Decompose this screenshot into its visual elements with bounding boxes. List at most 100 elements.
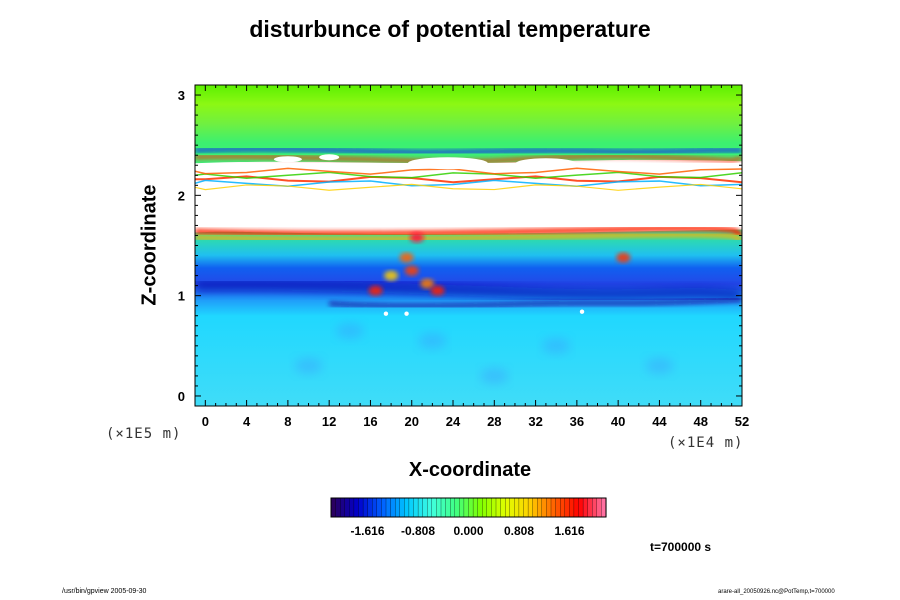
saturated-blob <box>515 158 576 169</box>
plume-blob <box>430 285 445 296</box>
lower-orange-edge <box>195 232 742 241</box>
blue-layer <box>195 280 742 301</box>
colorbar-cell <box>408 497 415 518</box>
y-tick-label: 3 <box>178 88 185 103</box>
saturated-spot <box>579 309 585 314</box>
y-tick-label: 0 <box>178 389 185 404</box>
colorbar-cell <box>376 497 382 518</box>
x-tick-label: 24 <box>446 414 461 429</box>
colorbar-cell <box>532 497 538 518</box>
x-tick-label: 0 <box>202 414 209 429</box>
colorbar-cell <box>477 497 483 518</box>
eddy <box>645 357 674 374</box>
colorbar-cell <box>459 497 465 518</box>
colorbar-cell <box>550 497 557 518</box>
plume-blob <box>368 285 383 296</box>
x-tick-label: 8 <box>284 414 291 429</box>
colorbar-cell <box>422 497 428 518</box>
y-axis-unit: (×1E5 m) <box>106 426 182 442</box>
colorbar-cell <box>596 497 602 518</box>
colorbar-cell <box>541 497 547 518</box>
plume-blob <box>616 252 631 263</box>
colorbar-cell <box>518 497 525 518</box>
colorbar-cell <box>413 497 419 518</box>
heatmap-field <box>195 85 742 406</box>
plume-blob <box>404 265 419 276</box>
colorbar-cell <box>395 497 401 518</box>
eddy <box>480 367 509 384</box>
colorbar-cell <box>491 497 497 518</box>
band-streak <box>195 183 742 191</box>
colorbar-tick-label: 0.808 <box>504 524 534 538</box>
x-tick-label: 28 <box>487 414 501 429</box>
colorbar-cell <box>417 497 424 518</box>
colorbar-cell <box>330 497 337 518</box>
colorbar-cell <box>573 497 580 518</box>
colorbar-cell <box>560 497 566 518</box>
colorbar-cell <box>385 497 392 518</box>
colorbar-tick-label: -1.616 <box>350 524 384 538</box>
colorbar-cell <box>546 497 552 518</box>
y-axis: 0 1 2 3 <box>178 88 742 407</box>
eddy <box>335 322 364 339</box>
colorbar-cell <box>372 497 378 518</box>
x-tick-label: 52 <box>735 414 749 429</box>
colorbar-cell <box>555 497 561 518</box>
colorbar-cell <box>509 497 515 518</box>
x-tick-label: 36 <box>570 414 584 429</box>
colorbar-frame <box>330 497 607 518</box>
colorbar-tick-label: 0.000 <box>453 524 483 538</box>
band-streak <box>195 179 742 187</box>
colorbar-cell <box>427 497 433 518</box>
plume-blob <box>384 270 399 281</box>
footer-command: /usr/bin/gpview 2005-09-30 <box>62 588 147 595</box>
plume-blob <box>409 232 424 243</box>
colorbar-cell <box>587 497 593 518</box>
colorbar-cell <box>399 497 405 518</box>
plume-blob <box>420 278 435 289</box>
saturated-band <box>195 159 742 235</box>
colorbar-cell <box>344 497 350 518</box>
colorbar-cell <box>569 497 575 518</box>
eddy <box>294 357 323 374</box>
colorbar-cell <box>404 497 410 518</box>
eddy <box>418 332 447 349</box>
saturated-blob <box>273 156 302 163</box>
field-background <box>195 85 742 406</box>
dark-blue-filament <box>329 297 742 308</box>
colorbar-cell <box>482 497 488 518</box>
x-axis-label: X-coordinate <box>408 459 532 481</box>
eddy <box>542 337 571 354</box>
x-tick-label: 4 <box>243 414 251 429</box>
colorbar-cell <box>454 497 460 518</box>
chart-title: disturbunce of potential temperature <box>249 16 651 42</box>
footer-source: arare-all_20050926.nc@PotTemp,t=700000 <box>718 589 835 595</box>
colorbar-cell <box>362 497 369 518</box>
x-tick-label: 12 <box>322 414 336 429</box>
colorbar-cell <box>450 497 456 518</box>
colorbar-tick-label: 1.616 <box>554 524 584 538</box>
y-tick-label: 1 <box>178 289 185 304</box>
x-tick-label: 20 <box>405 414 419 429</box>
saturated-spot <box>383 311 389 316</box>
colorbar-cell <box>431 497 437 518</box>
x-axis-unit: (×1E4 m) <box>668 435 744 451</box>
x-tick-label: 48 <box>693 414 707 429</box>
colorbar-cell <box>472 497 479 518</box>
colorbar: -1.616 -0.808 0.000 0.808 1.616 <box>330 497 607 538</box>
saturated-spot <box>404 311 409 316</box>
plume-blob <box>399 252 414 263</box>
colorbar-cell <box>495 497 502 518</box>
x-axis: 0 4 8 12 16 20 24 28 32 36 40 44 48 52 <box>202 85 749 429</box>
colorbar-cell <box>500 497 506 518</box>
colorbar-cell <box>592 497 598 518</box>
lower-red-edge <box>195 226 742 237</box>
colorbar-cell <box>463 497 470 518</box>
colorbar-cell <box>353 497 360 518</box>
colorbar-cell <box>340 497 346 518</box>
colorbar-cell <box>514 497 520 518</box>
upper-blue-edge <box>195 147 742 155</box>
x-tick-label: 32 <box>528 414 542 429</box>
colorbar-cell <box>578 497 584 518</box>
